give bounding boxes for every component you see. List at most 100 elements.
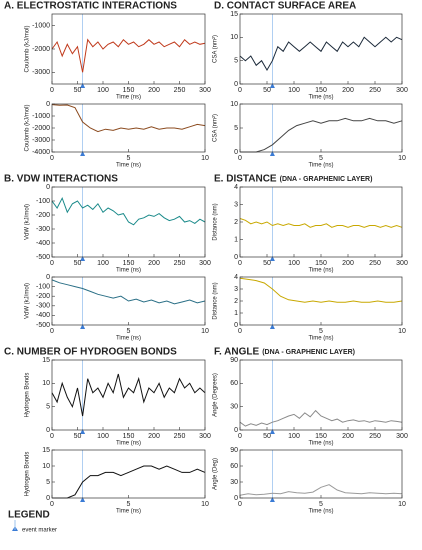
x-tick-label: 0 — [238, 501, 242, 508]
y-tick-label: 0 — [234, 254, 238, 261]
x-axis-label: Time (ns) — [308, 163, 333, 169]
x-tick-label: 250 — [174, 433, 186, 440]
x-tick-label: 5 — [319, 155, 323, 162]
plot-frame — [239, 359, 403, 431]
x-tick-label: 150 — [315, 260, 327, 267]
plot-frame — [51, 276, 206, 326]
y-axis-label: VdW (kJ/mol) — [25, 204, 31, 240]
x-tick-label: 0 — [238, 155, 242, 162]
plot-frame — [239, 103, 403, 153]
y-tick-label: 90 — [230, 357, 238, 364]
y-axis-label: Distance (nm) — [213, 282, 219, 319]
x-tick-label: 250 — [174, 260, 186, 267]
y-axis-label: VdW (kJ/mol) — [25, 283, 31, 319]
plot-frame — [239, 13, 403, 85]
x-tick-label: 5 — [127, 501, 131, 508]
x-tick-label: 200 — [342, 87, 354, 94]
event-marker — [269, 83, 275, 88]
y-tick-label: 0 — [46, 101, 50, 108]
data-line — [51, 279, 206, 305]
x-tick-label: 100 — [288, 260, 300, 267]
x-tick-label: 250 — [174, 87, 186, 94]
plot-frame — [239, 276, 403, 326]
x-tick-label: 200 — [342, 433, 354, 440]
x-tick-label: 10 — [398, 328, 406, 335]
x-tick-label: 300 — [199, 433, 211, 440]
event-marker — [80, 497, 86, 502]
y-tick-label: 1 — [234, 310, 238, 317]
x-tick-label: 200 — [148, 260, 160, 267]
x-tick-label: 0 — [238, 87, 242, 94]
x-tick-label: 0 — [50, 328, 54, 335]
y-tick-label: 5 — [234, 125, 238, 132]
y-axis-label: Angle (Degrees) — [213, 373, 219, 417]
panel-title: F. ANGLE — [214, 347, 260, 358]
y-tick-label: -4000 — [32, 149, 50, 156]
x-axis-label: Time (ns) — [116, 95, 141, 101]
y-tick-label: -2000 — [32, 125, 50, 132]
y-tick-label: 4 — [234, 184, 238, 191]
event-marker — [80, 151, 86, 156]
y-tick-label: 60 — [230, 463, 238, 470]
x-tick-label: 0 — [50, 155, 54, 162]
event-marker — [80, 83, 86, 88]
plot-frame — [51, 103, 206, 153]
x-tick-label: 5 — [127, 155, 131, 162]
plot-frame — [239, 449, 403, 499]
y-tick-label: 15 — [230, 11, 238, 18]
x-tick-label: 10 — [398, 155, 406, 162]
y-tick-label: 10 — [230, 101, 238, 108]
y-tick-label: 5 — [234, 58, 238, 65]
y-tick-label: 5 — [46, 479, 50, 486]
x-tick-label: 0 — [50, 433, 54, 440]
y-tick-label: -300 — [36, 303, 50, 310]
y-tick-label: -200 — [36, 293, 50, 300]
y-axis-label: Distance (nm) — [213, 203, 219, 240]
x-axis-label: Time (ns) — [308, 441, 333, 447]
data-line — [239, 484, 403, 496]
x-tick-label: 300 — [396, 433, 408, 440]
y-tick-label: 30 — [230, 404, 238, 411]
x-tick-label: 250 — [369, 433, 381, 440]
x-tick-label: 150 — [315, 433, 327, 440]
data-line — [52, 465, 206, 499]
x-tick-label: 10 — [398, 501, 406, 508]
plot-frame — [51, 359, 206, 431]
x-tick-label: 0 — [50, 260, 54, 267]
x-axis-label: Time (ns) — [116, 268, 141, 274]
x-tick-label: 200 — [148, 87, 160, 94]
event-marker — [269, 429, 275, 434]
y-axis-label: CSA (nm²) — [213, 35, 219, 63]
x-axis-label: Time (ns) — [116, 441, 141, 447]
plot-frame — [51, 186, 206, 258]
data-line — [239, 409, 403, 427]
y-tick-label: -100 — [36, 198, 50, 205]
x-tick-label: 200 — [148, 433, 160, 440]
plot-frame — [239, 186, 403, 258]
y-tick-label: -2000 — [32, 46, 50, 53]
x-axis-label: Time (ns) — [308, 95, 333, 101]
y-tick-label: -3000 — [32, 137, 50, 144]
y-axis-label: Hydrogen Bonds — [25, 452, 31, 497]
y-tick-label: 4 — [234, 274, 238, 281]
y-tick-label: -400 — [36, 312, 50, 319]
x-tick-label: 150 — [315, 87, 327, 94]
y-tick-label: 2 — [234, 219, 238, 226]
y-tick-label: 0 — [46, 427, 50, 434]
event-marker — [80, 324, 86, 329]
panel-title: D. CONTACT SURFACE AREA — [214, 1, 356, 12]
y-axis-label: Angle (Deg) — [213, 458, 219, 490]
x-tick-label: 0 — [238, 433, 242, 440]
data-line — [51, 104, 206, 133]
y-tick-label: -1000 — [32, 23, 50, 30]
panel-title: E. DISTANCE — [214, 174, 277, 185]
x-tick-label: 50 — [74, 260, 82, 267]
y-tick-label: 0 — [234, 427, 238, 434]
y-tick-label: -500 — [36, 322, 50, 329]
x-tick-label: 5 — [319, 328, 323, 335]
y-axis-label: Coulomb (kJ/mol) — [25, 104, 31, 151]
x-tick-label: 250 — [369, 87, 381, 94]
data-line — [51, 373, 206, 417]
y-tick-label: 60 — [230, 380, 238, 387]
data-line — [239, 36, 403, 71]
